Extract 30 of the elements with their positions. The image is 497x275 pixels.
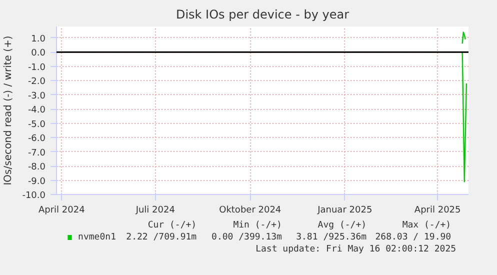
text: 2.22 /709.91m [126, 232, 197, 242]
text: 3.81 /925.36m [296, 232, 367, 242]
x-tick-label: Juli 2024 [134, 206, 176, 216]
x-tick-label: Oktober 2024 [219, 206, 282, 216]
y-tick-label: -1.0 [28, 62, 46, 73]
y-tick-label: -10.0 [22, 191, 46, 201]
text: 268.03 / 19.90 [375, 232, 452, 242]
text: Cur (-/+) [148, 220, 197, 230]
x-tick-label: April 2025 [414, 206, 461, 216]
y-tick-label: -7.0 [28, 148, 46, 158]
y-tick-label: -6.0 [28, 134, 46, 144]
text: Max (-/+) [402, 220, 452, 230]
y-tick-label: -8.0 [28, 162, 46, 173]
text: Avg (-/+) [318, 220, 367, 230]
y-tick-label: -2.0 [28, 77, 46, 88]
y-axis-title: IOs/second read (-) / write (+) [3, 36, 14, 186]
legend-label: nvme0n1 [78, 232, 116, 242]
y-tick-label: 1.0 [31, 34, 46, 44]
x-tick-label: April 2024 [38, 206, 86, 216]
y-tick-label: -4.0 [28, 106, 46, 116]
y-tick-label: -5.0 [28, 120, 46, 130]
text: 0.00 /399.13m [212, 232, 282, 242]
y-tick-label: 0.0 [31, 48, 46, 59]
text: Last update: Fri May 16 02:00:12 2025 [256, 244, 456, 254]
y-tick-label: -3.0 [28, 91, 46, 102]
text: Min (-/+) [233, 220, 282, 230]
y-tick-label: -9.0 [28, 176, 46, 187]
chart-title: Disk IOs per device - by year [176, 8, 350, 22]
line-series [462, 32, 466, 44]
x-tick-label: Januar 2025 [316, 206, 372, 216]
